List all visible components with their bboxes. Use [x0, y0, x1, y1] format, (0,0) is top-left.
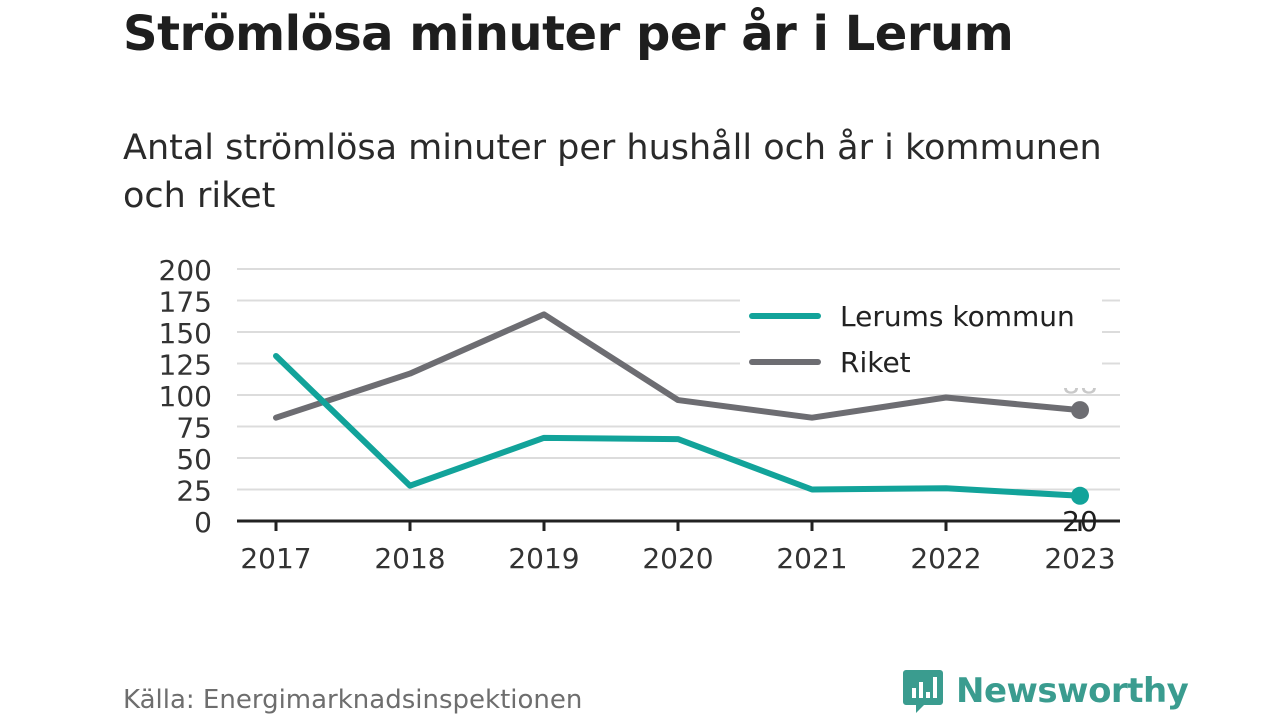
x-tick-label: 2017	[240, 542, 311, 575]
x-axis: 2017 2018 2019 2020 2021 2022 2023	[237, 519, 1120, 575]
y-tick-label: 100	[159, 380, 212, 413]
x-tick-label: 2023	[1044, 542, 1115, 575]
x-tick-label: 2019	[508, 542, 579, 575]
y-tick-label: 0	[194, 506, 212, 539]
end-point-riket	[1071, 401, 1089, 420]
end-point-lerum	[1071, 486, 1089, 505]
y-tick-label: 150	[159, 317, 212, 350]
legend-label: Lerums kommun	[840, 300, 1075, 333]
y-tick-label: 175	[159, 286, 212, 319]
legend: Lerums kommun Riket	[740, 296, 1102, 388]
x-tick-label: 2022	[910, 542, 981, 575]
series-line-riket	[273, 311, 1083, 421]
series-line-lerum	[273, 352, 1083, 499]
x-tick-label: 2018	[374, 542, 445, 575]
legend-box	[740, 296, 1102, 388]
source-note: Källa: Energimarknadsinspektionen	[123, 685, 583, 715]
brand-name: Newsworthy	[956, 671, 1189, 711]
chart-title: Strömlösa minuter per år i Lerum	[123, 6, 1014, 62]
legend-label: Riket	[840, 346, 911, 379]
chart-subtitle: Antal strömlösa minuter per hushåll och …	[123, 128, 1102, 216]
y-tick-label: 200	[159, 254, 212, 287]
y-tick-label: 50	[176, 443, 212, 476]
y-tick-label: 25	[176, 475, 212, 508]
newsworthy-logo-icon	[903, 670, 943, 713]
y-tick-label: 125	[159, 349, 212, 382]
x-tick-label: 2020	[642, 542, 713, 575]
x-tick-label: 2021	[776, 542, 847, 575]
brand-logo: Newsworthy	[902, 668, 1189, 714]
end-label-lerum: 20	[1062, 505, 1098, 538]
y-tick-label: 75	[176, 412, 212, 445]
